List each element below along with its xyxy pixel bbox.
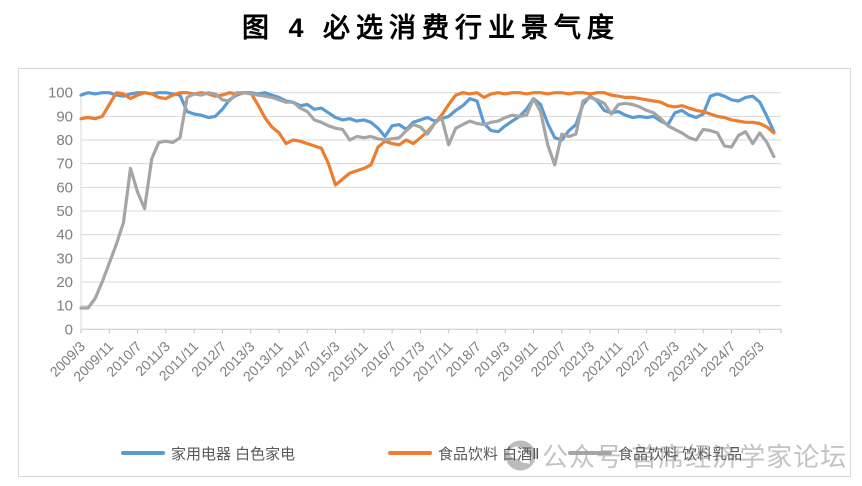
chart-legend: 家用电器 白色家电 食品饮料 白酒Ⅱ 食品饮料 饮料乳品 — [19, 443, 852, 465]
y-tick-label: 0 — [65, 321, 73, 338]
y-tick-label: 40 — [56, 227, 73, 244]
y-tick-label: 90 — [56, 108, 73, 125]
series-line-2 — [79, 91, 776, 310]
legend-line-gray — [568, 451, 612, 455]
y-tick-label: 30 — [56, 250, 73, 267]
legend-label: 食品饮料 白酒Ⅱ — [438, 445, 540, 463]
y-axis-labels: 0 10 20 30 40 50 60 70 80 90 100 — [48, 85, 73, 339]
page-title: 图 4 必选消费行业景气度 — [241, 13, 621, 43]
y-tick-label: 20 — [56, 274, 73, 291]
y-tick-label: 70 — [56, 156, 73, 173]
watermark-text: 公众号 首席经济学家论坛 — [542, 442, 848, 472]
legend-line-orange — [388, 451, 432, 455]
y-tick-label: 60 — [56, 179, 73, 196]
legend-label: 食品饮料 饮料乳品 — [618, 445, 743, 463]
series-line-0 — [79, 91, 776, 142]
legend-line-blue — [121, 451, 165, 455]
legend-item-baijiu: 食品饮料 白酒Ⅱ — [388, 443, 540, 463]
y-tick-label: 80 — [56, 132, 73, 149]
y-tick-label: 100 — [48, 85, 73, 102]
y-tick-label: 10 — [56, 298, 73, 315]
legend-item-white-goods: 家用电器 白色家电 — [121, 443, 295, 463]
x-axis-ticks — [80, 329, 782, 334]
legend-item-dairy-drinks: 食品饮料 饮料乳品 — [568, 443, 742, 463]
y-tick-label: 50 — [56, 203, 73, 220]
x-axis-labels: 2009/32009/112010/72011/32011/112012/720… — [47, 338, 768, 385]
legend-label: 家用电器 白色家电 — [171, 445, 296, 463]
chart-frame: 0 10 20 30 40 50 60 70 80 90 100 2009/3 2009/11 2010/… — [18, 68, 851, 477]
wechat-icon — [505, 440, 536, 471]
line-chart: 0 10 20 30 40 50 60 70 80 90 100 2009/32009/112010/… — [47, 85, 782, 385]
watermark: 公众号 首席经济学家论坛 — [505, 437, 847, 474]
